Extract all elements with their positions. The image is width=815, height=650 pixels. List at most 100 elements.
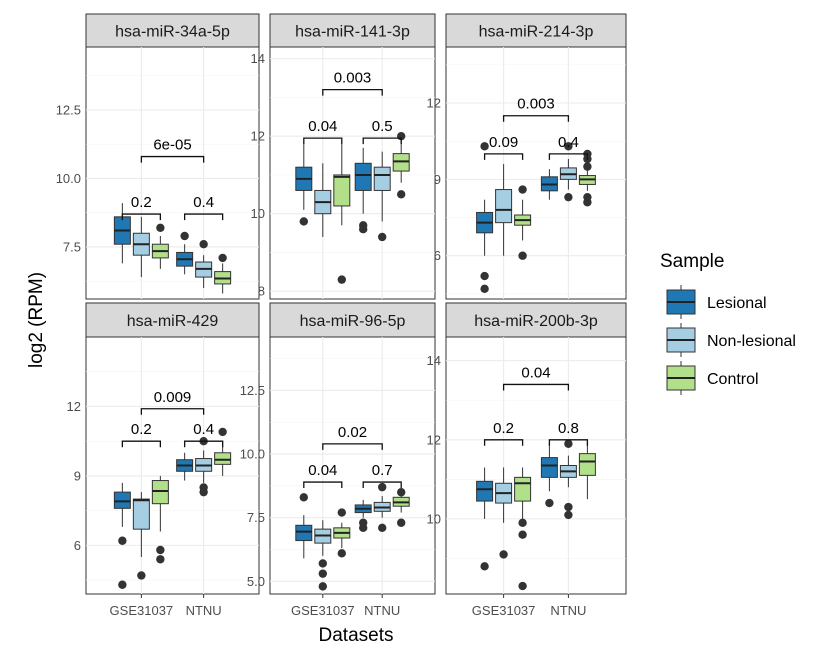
outlier-point	[583, 162, 592, 171]
box-iqr	[214, 452, 232, 465]
outlier-point	[518, 518, 527, 528]
box-iqr	[354, 162, 372, 191]
box-iqr	[113, 491, 131, 509]
outlier-point	[359, 523, 368, 533]
outlier-point	[218, 253, 227, 263]
outlier-point	[318, 559, 327, 568]
facet-panels: hsa-miR-34a-5p7.510.012.50.2 0.46e-05hsa-…	[56, 13, 627, 595]
box-GSE31037-Control	[151, 223, 169, 269]
bracket-line	[303, 481, 343, 489]
outlier-point	[564, 510, 573, 520]
facet-strip-title: hsa-miR-34a-5p	[115, 24, 230, 41]
legend-label: Non-lesional	[707, 333, 796, 350]
outlier-point	[180, 231, 189, 241]
box-GSE31037-Control	[514, 185, 532, 260]
box-GSE31037-Lesional	[295, 493, 313, 559]
significance-bracket: 0.5	[362, 118, 402, 145]
facet-strip	[445, 13, 627, 48]
box-NTNU-Control	[392, 131, 410, 199]
p-value-label: 0.4	[193, 194, 214, 211]
bracket-line	[140, 155, 205, 163]
significance-bracket: 0.4	[183, 421, 224, 448]
box-NTNU-Control	[578, 149, 596, 207]
y-tick-label: 14	[251, 51, 265, 66]
box-GSE31037-Control	[151, 475, 169, 564]
y-tick-label: 12	[427, 96, 441, 111]
facet-strip-title: hsa-miR-200b-3p	[474, 313, 598, 330]
significance-bracket: 6e-05	[140, 137, 205, 163]
facet-hsa-miR-34a-5p: hsa-miR-34a-5p 7.5 10.0 12.5 0.2 0.4 6e-05	[56, 13, 260, 300]
legend-item-Lesional: Lesional	[666, 285, 767, 319]
outlier-point	[137, 571, 146, 580]
bracket-line	[483, 439, 524, 446]
facet-panel	[85, 336, 260, 595]
p-value-label: 0.7	[372, 462, 393, 479]
x-tick-label: GSE31037	[291, 603, 355, 618]
bracket-line	[483, 153, 524, 160]
p-value-label: 0.04	[308, 462, 337, 479]
y-tick-label: 7.5	[247, 510, 265, 525]
facet-strip	[269, 302, 436, 338]
y-tick-label: 5.0	[247, 574, 265, 589]
facet-hsa-miR-96-5p: hsa-miR-96-5p 5.0 7.5 10.0 12.5 0.04 0.7 0.02	[240, 302, 436, 595]
p-value-label: 0.4	[193, 421, 214, 438]
legend-title: Sample	[660, 251, 724, 272]
p-value-label: 0.003	[334, 70, 372, 87]
significance-bracket: 0.2	[483, 420, 524, 446]
bracket-line	[140, 408, 205, 415]
box-iqr	[514, 476, 532, 502]
p-value-label: 0.4	[558, 134, 579, 151]
bracket-line	[362, 481, 402, 489]
box-NTNU-Control	[214, 427, 232, 476]
x-axis-ticks: GSE31037 NTNU GSE31037 NTNU GSE31037 NTNU	[110, 594, 586, 618]
outlier-point	[378, 523, 387, 533]
facet-hsa-miR-141-3p: hsa-miR-141-3p 8 10 12 14 0.04 0.5 0.003	[251, 13, 436, 300]
box-NTNU-Non-lesional	[195, 240, 213, 289]
box-GSE31037-Non-lesional	[314, 163, 332, 237]
box-NTNU-Control	[392, 488, 410, 527]
outlier-point	[583, 198, 592, 207]
x-tick-label: NTNU	[550, 603, 586, 618]
outlier-point	[318, 582, 327, 591]
significance-bracket: 0.09	[483, 134, 524, 160]
outlier-point	[378, 232, 387, 242]
x-tick-label: NTNU	[364, 603, 400, 618]
outlier-point	[118, 580, 127, 589]
bracket-line	[548, 153, 589, 160]
y-tick-label: 9	[74, 468, 81, 483]
significance-bracket: 0.4	[183, 194, 224, 221]
significance-bracket: 0.8	[548, 420, 589, 446]
box-GSE31037-Non-lesional	[132, 492, 150, 580]
p-value-label: 0.003	[517, 96, 555, 113]
bracket-line	[121, 213, 162, 221]
outlier-point	[397, 518, 406, 527]
box-NTNU-Non-lesional	[373, 482, 391, 533]
y-tick-label: 8	[258, 284, 265, 299]
box-iqr	[540, 457, 558, 478]
facet-strip-title: hsa-miR-96-5p	[300, 313, 406, 330]
facet-hsa-miR-429: hsa-miR-429 6 9 12 0.2 0.40.009	[67, 302, 260, 595]
bracket-line	[121, 440, 162, 448]
p-value-label: 0.04	[308, 118, 337, 135]
y-tick-label: 6	[434, 248, 441, 263]
box-GSE31037-Control	[333, 508, 351, 558]
outlier-point	[156, 545, 165, 555]
significance-bracket: 0.009	[140, 389, 205, 415]
p-value-label: 0.2	[493, 420, 514, 437]
facet-strip-title: hsa-miR-214-3p	[479, 24, 594, 41]
outlier-point	[564, 502, 573, 512]
box-iqr	[151, 480, 169, 505]
facet-panel	[269, 336, 436, 595]
p-value-label: 0.2	[131, 194, 152, 211]
box-GSE31037-Non-lesional	[132, 216, 150, 278]
legend: Sample Lesional Non-lesional Control	[660, 251, 796, 395]
bracket-line	[362, 137, 402, 145]
outlier-point	[564, 192, 573, 202]
bracket-line	[322, 88, 383, 96]
box-NTNU-Lesional	[540, 169, 558, 200]
y-tick-label: 7.5	[63, 239, 81, 254]
y-tick-label: 14	[427, 353, 441, 368]
box-iqr	[578, 453, 596, 476]
box-iqr	[333, 174, 351, 207]
outlier-point	[480, 142, 489, 151]
